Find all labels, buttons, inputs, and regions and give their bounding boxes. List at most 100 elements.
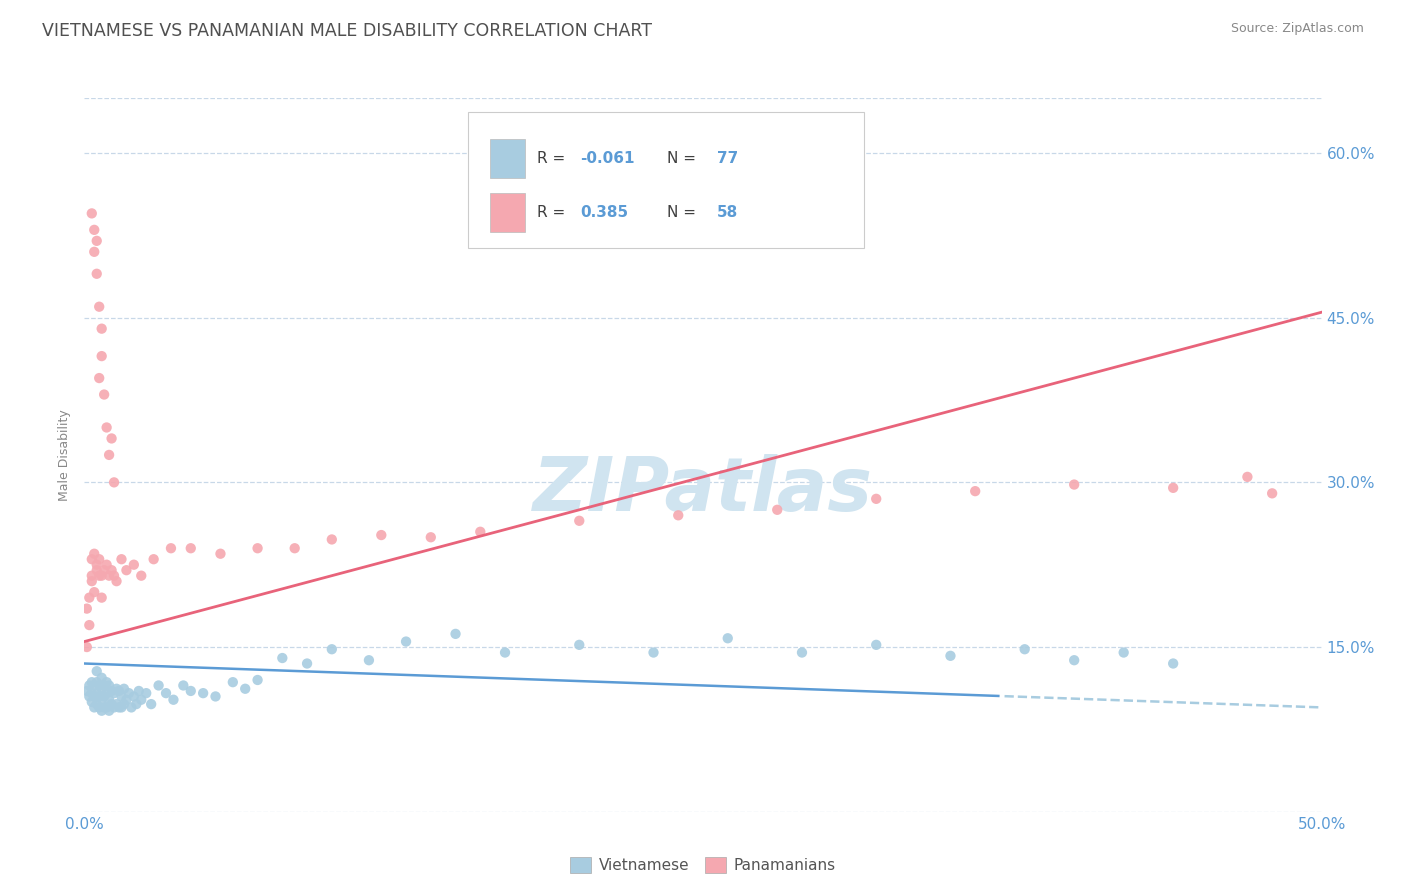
Point — [209, 547, 232, 561]
Point — [90, 568, 112, 582]
Point — [96, 420, 118, 434]
Point — [79, 618, 101, 632]
Point — [79, 678, 101, 692]
Text: N =: N = — [666, 205, 702, 219]
Point — [100, 684, 122, 698]
Point — [83, 223, 105, 237]
Point — [86, 664, 108, 678]
Point — [86, 558, 108, 572]
Point — [83, 690, 105, 704]
Point — [155, 686, 177, 700]
Point — [128, 684, 150, 698]
Text: 77: 77 — [717, 152, 738, 166]
Point — [112, 697, 135, 711]
FancyBboxPatch shape — [468, 112, 863, 248]
Point — [1063, 653, 1085, 667]
Point — [83, 585, 105, 599]
Point — [204, 690, 226, 704]
Point — [96, 686, 118, 700]
Point — [494, 646, 516, 660]
Point — [93, 700, 115, 714]
Point — [90, 591, 112, 605]
Point — [89, 678, 111, 692]
Point — [162, 692, 184, 706]
Point — [246, 541, 269, 556]
Point — [110, 690, 132, 704]
Point — [83, 547, 105, 561]
FancyBboxPatch shape — [491, 139, 524, 178]
Point — [90, 349, 112, 363]
Point — [865, 491, 887, 506]
Point — [1236, 470, 1258, 484]
Point — [93, 678, 115, 692]
Point — [108, 684, 131, 698]
Text: R =: R = — [537, 205, 571, 219]
Point — [271, 651, 294, 665]
Point — [96, 558, 118, 572]
Text: VIETNAMESE VS PANAMANIAN MALE DISABILITY CORRELATION CHART: VIETNAMESE VS PANAMANIAN MALE DISABILITY… — [42, 22, 652, 40]
Point — [129, 568, 152, 582]
Point — [129, 692, 152, 706]
Point — [568, 638, 591, 652]
Point — [1014, 642, 1036, 657]
Point — [83, 700, 105, 714]
Point — [103, 568, 125, 582]
Point — [120, 700, 142, 714]
Text: N =: N = — [666, 152, 702, 166]
Point — [321, 642, 343, 657]
Point — [89, 700, 111, 714]
Point — [965, 484, 987, 499]
Point — [83, 678, 105, 692]
Point — [89, 690, 111, 704]
Point — [295, 657, 318, 671]
Point — [98, 704, 121, 718]
Point — [90, 692, 112, 706]
Point — [98, 448, 121, 462]
Point — [191, 686, 214, 700]
Legend: Vietnamese, Panamanians: Vietnamese, Panamanians — [564, 851, 842, 879]
Point — [115, 692, 138, 706]
Point — [470, 524, 492, 539]
Point — [568, 514, 591, 528]
Point — [233, 681, 256, 696]
Point — [76, 601, 98, 615]
Point — [79, 591, 101, 605]
Point — [142, 552, 165, 566]
Point — [105, 681, 128, 696]
Text: Source: ZipAtlas.com: Source: ZipAtlas.com — [1230, 22, 1364, 36]
Point — [80, 206, 103, 220]
Point — [86, 686, 108, 700]
Point — [284, 541, 307, 556]
Text: 0.385: 0.385 — [581, 205, 628, 219]
Point — [76, 640, 98, 654]
Point — [105, 697, 128, 711]
Point — [103, 700, 125, 714]
Point — [86, 697, 108, 711]
Point — [180, 684, 202, 698]
Point — [125, 697, 148, 711]
Point — [89, 371, 111, 385]
Point — [112, 681, 135, 696]
Point — [108, 700, 131, 714]
Point — [180, 541, 202, 556]
Point — [370, 528, 392, 542]
Point — [89, 568, 111, 582]
Point — [321, 533, 343, 547]
Point — [100, 563, 122, 577]
Point — [118, 686, 141, 700]
Point — [86, 234, 108, 248]
Point — [86, 675, 108, 690]
Point — [790, 646, 813, 660]
Point — [93, 563, 115, 577]
Point — [1161, 481, 1184, 495]
Point — [110, 552, 132, 566]
Point — [865, 638, 887, 652]
Point — [93, 387, 115, 401]
Point — [122, 690, 145, 704]
Point — [357, 653, 380, 667]
Point — [90, 681, 112, 696]
Point — [419, 530, 441, 544]
Point — [89, 552, 111, 566]
Point — [105, 574, 128, 589]
Text: -0.061: -0.061 — [581, 152, 636, 166]
